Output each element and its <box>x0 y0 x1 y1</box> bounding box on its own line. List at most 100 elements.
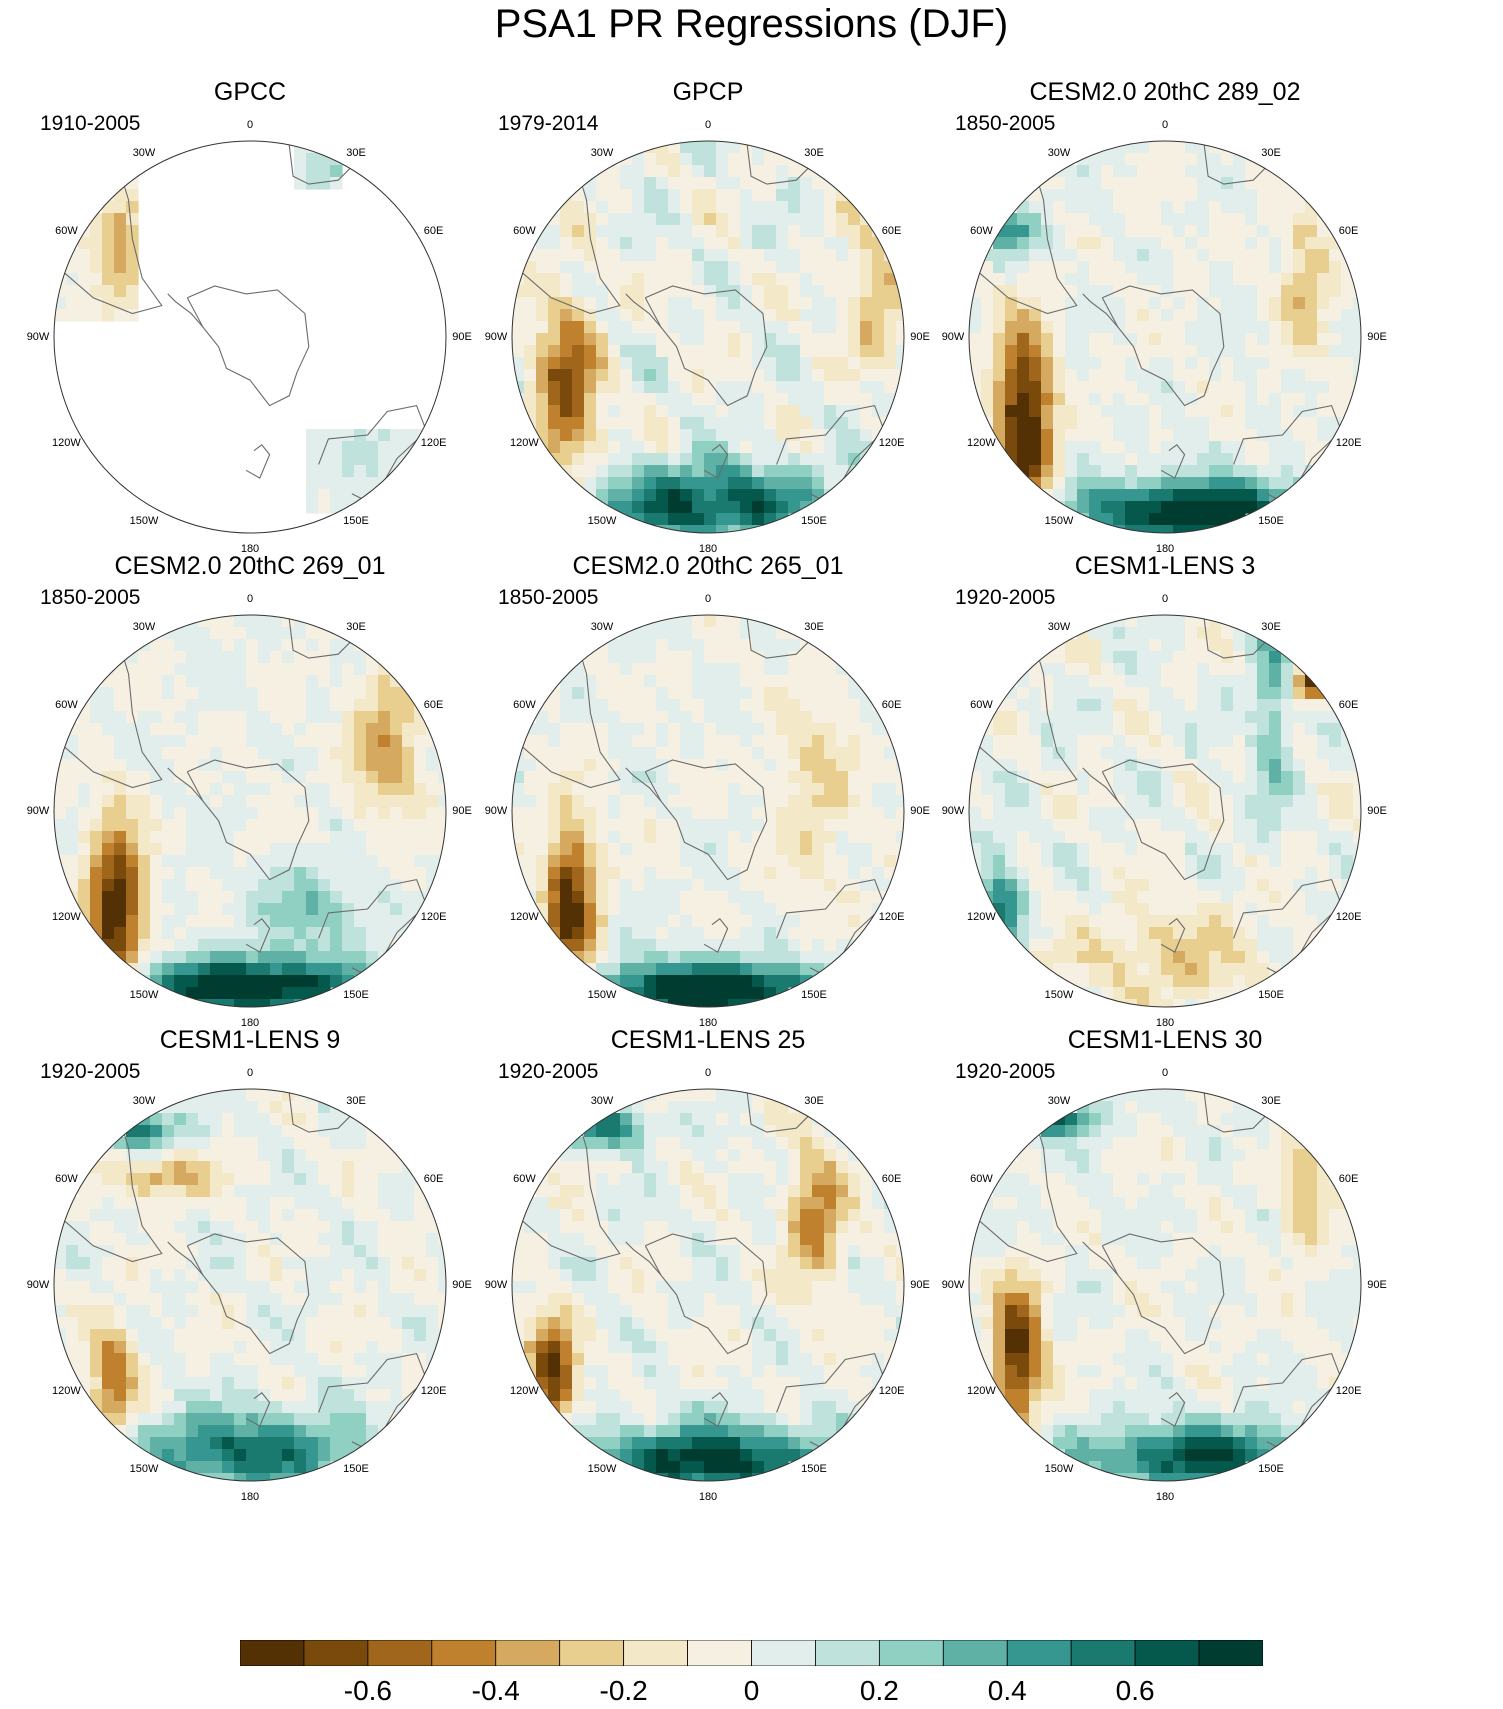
longitude-label: 60E <box>1338 699 1359 711</box>
polar-map <box>53 614 447 1008</box>
colorbar-swatch <box>431 1640 497 1666</box>
longitude-label: 30W <box>132 621 156 634</box>
longitude-label: 30W <box>132 1095 156 1108</box>
longitude-label: 90W <box>26 805 50 817</box>
coastline <box>245 918 271 953</box>
longitude-label: 60E <box>423 699 444 711</box>
precip-field <box>512 1089 904 1481</box>
panel-period: 1850-2005 <box>498 586 599 609</box>
longitude-label: 0 <box>1161 1067 1169 1079</box>
longitude-label: 150E <box>1258 514 1284 527</box>
longitude-label: 30W <box>1047 1095 1071 1108</box>
panel-title: CESM1-LENS 30 <box>1067 1026 1263 1054</box>
coastline <box>1101 285 1225 407</box>
coastline <box>186 759 310 881</box>
coastline <box>521 654 621 789</box>
polar-map <box>511 1088 905 1482</box>
polar-map <box>53 1088 447 1482</box>
longitude-label: 30W <box>1047 621 1071 634</box>
coastline <box>288 144 359 185</box>
map-panel: CESM2.0 20thC 289_02 1850-2005 0 30E 60E 90E 1… <box>915 78 1415 578</box>
longitude-label: 120W <box>967 911 996 923</box>
panel-title: GPCC <box>213 78 287 106</box>
coastline <box>703 1392 729 1427</box>
longitude-label: 0 <box>1161 593 1169 605</box>
coastline <box>1082 1241 1119 1276</box>
coastline <box>978 654 1078 789</box>
longitude-label: 180 <box>1155 1491 1175 1503</box>
longitude-label: 0 <box>246 1067 254 1079</box>
longitude-label: 120E <box>420 911 447 923</box>
longitude-label: 150E <box>343 988 369 1001</box>
longitude-label: 180 <box>1155 543 1175 555</box>
coastline <box>1160 918 1186 953</box>
longitude-label: 150E <box>801 988 827 1001</box>
polar-map <box>968 614 1362 1008</box>
longitude-label: 60E <box>423 225 444 237</box>
coastline <box>63 180 163 315</box>
longitude-label: 180 <box>240 543 260 555</box>
precip-field <box>54 1089 446 1481</box>
precip-field <box>969 615 1361 1007</box>
colorbar-tick-label: -0.2 <box>599 1675 648 1706</box>
longitude-label: 60E <box>881 699 902 711</box>
longitude-label: 0 <box>246 593 254 605</box>
coastline <box>186 285 310 407</box>
coastline <box>644 285 768 407</box>
panel-period: 1979-2014 <box>498 112 599 135</box>
longitude-label: 150E <box>343 514 369 527</box>
longitude-label: 90E <box>910 331 930 343</box>
coastline <box>245 444 271 479</box>
coastline <box>978 1128 1078 1263</box>
longitude-label: 120E <box>420 1385 447 1397</box>
colorbar-swatch <box>878 1640 944 1666</box>
longitude-label: 60W <box>55 699 78 711</box>
colorbar <box>240 1640 1263 1666</box>
map-border <box>968 140 1362 534</box>
coastline <box>746 1092 817 1133</box>
panel-period: 1920-2005 <box>955 1060 1056 1083</box>
longitude-label: 120E <box>878 911 905 923</box>
longitude-label: 30E <box>1261 621 1281 634</box>
coastline <box>746 618 817 659</box>
panel-title: CESM2.0 20thC 269_01 <box>114 552 386 580</box>
precip-field <box>969 1089 1361 1481</box>
precip-field <box>969 141 1361 533</box>
longitude-label: 90W <box>941 331 965 343</box>
coastline <box>245 1392 271 1427</box>
map-border <box>53 140 447 534</box>
longitude-label: 30E <box>1261 147 1281 160</box>
longitude-label: 60W <box>55 1173 78 1185</box>
longitude-label: 180 <box>1155 1017 1175 1029</box>
longitude-label: 60W <box>513 1173 536 1185</box>
longitude-label: 90E <box>452 331 472 343</box>
map-border <box>968 614 1362 1008</box>
precip-field <box>54 615 446 1007</box>
map-border <box>511 140 905 534</box>
longitude-label: 90W <box>941 805 965 817</box>
longitude-label: 30E <box>346 1095 366 1108</box>
polar-map <box>968 1088 1362 1482</box>
longitude-label: 60W <box>970 699 993 711</box>
coastline <box>1101 1233 1225 1355</box>
longitude-label: 60E <box>881 1173 902 1185</box>
longitude-label: 90E <box>1367 805 1387 817</box>
longitude-label: 90W <box>484 331 508 343</box>
coastline <box>521 1128 621 1263</box>
longitude-label: 180 <box>698 1491 718 1503</box>
longitude-label: 90E <box>910 1279 930 1291</box>
longitude-label: 30E <box>804 147 824 160</box>
longitude-label: 60E <box>1338 225 1359 237</box>
longitude-label: 0 <box>704 1067 712 1079</box>
coastline <box>288 1092 359 1133</box>
longitude-label: 30W <box>132 147 156 160</box>
colorbar-swatch <box>240 1640 305 1666</box>
polar-map <box>511 614 905 1008</box>
coastline <box>1203 144 1274 185</box>
longitude-label: 30W <box>590 621 614 634</box>
coastline <box>625 1241 662 1276</box>
colorbar-tick-label: 0.2 <box>859 1675 899 1706</box>
map-border <box>968 1088 1362 1482</box>
longitude-label: 60W <box>55 225 78 237</box>
longitude-label: 30E <box>346 621 366 634</box>
